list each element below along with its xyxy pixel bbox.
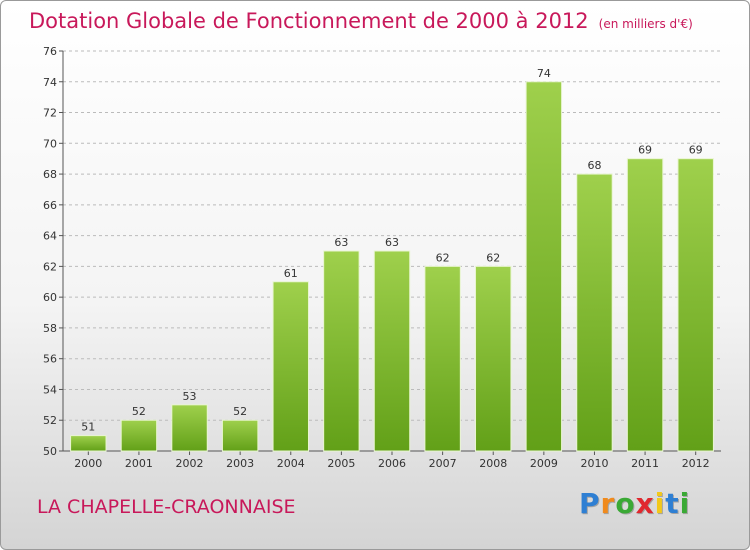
y-tick-label: 54 xyxy=(43,383,57,396)
bar xyxy=(677,158,714,452)
data-label: 63 xyxy=(385,236,399,249)
bar xyxy=(171,404,208,452)
chart-title-text: Dotation Globale de Fonctionnement de 20… xyxy=(29,9,589,33)
data-label: 61 xyxy=(284,267,298,280)
x-tick-label: 2012 xyxy=(682,457,710,470)
y-tick-label: 76 xyxy=(43,45,57,58)
y-tick-label: 60 xyxy=(43,291,57,304)
logo-letter: P xyxy=(579,487,601,520)
x-tick-label: 2001 xyxy=(125,457,153,470)
bar xyxy=(576,173,613,452)
x-tick-label: 2004 xyxy=(277,457,305,470)
chart-title: Dotation Globale de Fonctionnement de 20… xyxy=(29,9,693,33)
x-tick-label: 2008 xyxy=(479,457,507,470)
logo-letter: i xyxy=(654,487,666,520)
y-tick-label: 74 xyxy=(43,76,57,89)
data-label: 52 xyxy=(233,405,247,418)
bar xyxy=(373,250,411,452)
y-tick-label: 56 xyxy=(43,353,57,366)
logo-letter: r xyxy=(600,487,616,520)
bar xyxy=(525,81,563,452)
proxiti-logo: Proxiti xyxy=(579,487,690,520)
data-label: 62 xyxy=(486,251,500,264)
logo-letter: o xyxy=(615,487,636,520)
y-tick-label: 64 xyxy=(43,230,57,243)
x-tick-label: 2002 xyxy=(176,457,204,470)
y-tick-label: 58 xyxy=(43,322,57,335)
labels: 50 52 54 56 58 60 62 64 66 68 70 72 74 76 51 2000 52 2001… xyxy=(43,45,710,470)
y-tick-label: 62 xyxy=(43,260,57,273)
commune-name: LA CHAPELLE-CRAONNAISE xyxy=(37,496,296,518)
bar xyxy=(70,435,107,452)
x-tick-label: 2000 xyxy=(74,457,102,470)
x-tick-label: 2011 xyxy=(631,457,659,470)
data-label: 69 xyxy=(638,144,652,157)
bars xyxy=(70,81,714,452)
data-label: 69 xyxy=(689,144,703,157)
logo-letter: t xyxy=(665,487,680,520)
x-tick-label: 2006 xyxy=(378,457,406,470)
chart-unit-note: (en milliers d'€) xyxy=(598,17,693,31)
y-tick-label: 52 xyxy=(43,414,57,427)
y-tick-label: 72 xyxy=(43,107,57,120)
data-label: 53 xyxy=(183,390,197,403)
bar xyxy=(272,281,309,452)
logo-letter: x xyxy=(635,487,655,520)
data-label: 62 xyxy=(436,251,450,264)
bar xyxy=(221,419,259,452)
y-tick-label: 70 xyxy=(43,137,57,150)
data-label: 63 xyxy=(334,236,348,249)
y-tick-label: 68 xyxy=(43,168,57,181)
bar xyxy=(120,419,158,452)
x-tick-label: 2005 xyxy=(327,457,355,470)
data-label: 52 xyxy=(132,405,146,418)
data-label: 68 xyxy=(587,159,601,172)
x-tick-label: 2007 xyxy=(429,457,457,470)
y-tick-label: 50 xyxy=(43,445,57,458)
x-tick-label: 2009 xyxy=(530,457,558,470)
bar xyxy=(475,265,512,452)
logo-letter: i xyxy=(679,487,691,520)
bar xyxy=(323,250,360,452)
x-tick-label: 2003 xyxy=(226,457,254,470)
data-label: 51 xyxy=(81,421,95,434)
bar xyxy=(424,265,461,452)
x-tick-label: 2010 xyxy=(580,457,608,470)
data-label: 74 xyxy=(537,67,551,80)
bar xyxy=(626,158,664,452)
y-tick-label: 66 xyxy=(43,199,57,212)
